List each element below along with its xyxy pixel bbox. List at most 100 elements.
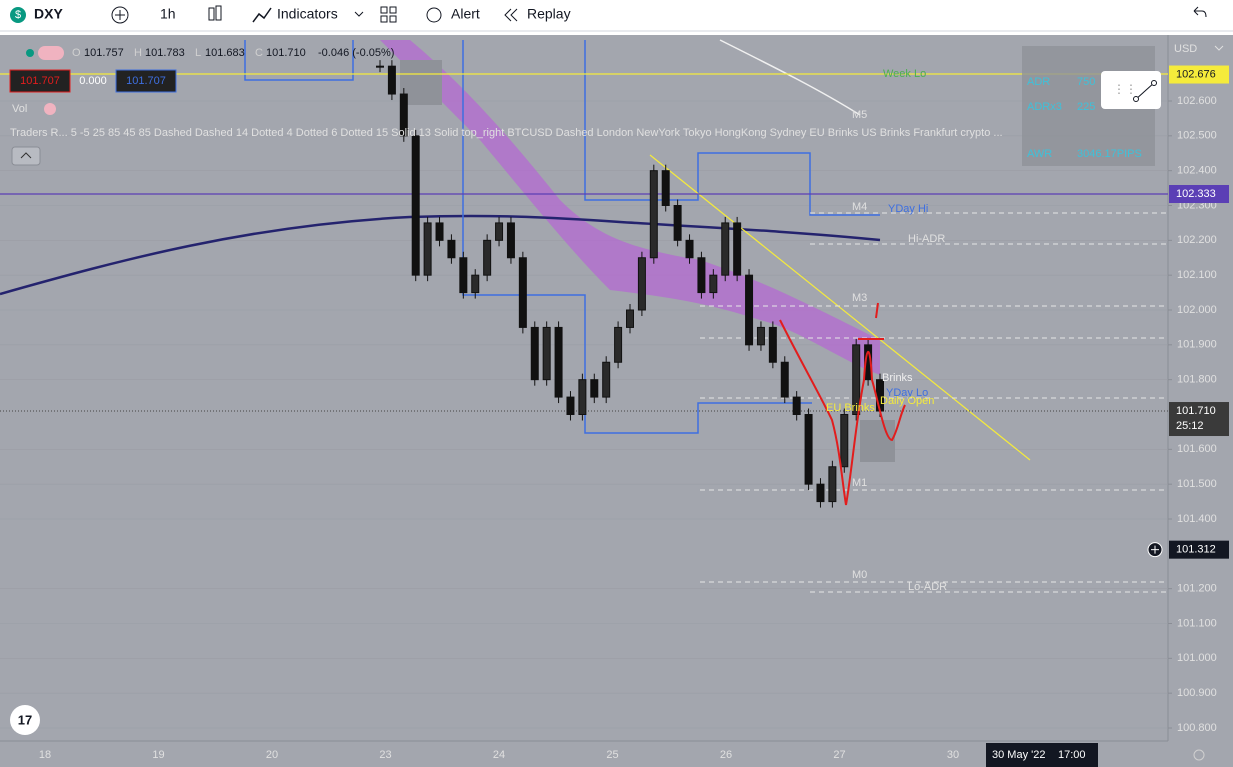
hand-drawing	[875, 302, 879, 319]
candle-body	[626, 309, 634, 328]
moving-average	[0, 214, 881, 296]
drag-handle[interactable]: ⋮⋮	[1113, 82, 1137, 96]
candles	[376, 60, 884, 508]
chart-type-button[interactable]	[208, 7, 215, 21]
legend-label: C	[255, 47, 263, 59]
layout-cell	[389, 6, 397, 14]
volume-label: Vol	[12, 103, 27, 115]
indicators-dropdown[interactable]	[354, 11, 364, 17]
level-label: Hi-ADR	[908, 233, 945, 245]
candle-body	[387, 65, 396, 95]
candle-body	[709, 274, 718, 294]
time-tick-label: 19	[152, 749, 164, 761]
level-label: M0	[852, 569, 867, 581]
candle-body	[756, 326, 765, 346]
candle-body	[602, 361, 611, 398]
chart-type-icon	[215, 5, 222, 21]
cursor-time: 17:00	[1058, 749, 1086, 761]
legend-value: 101.683	[205, 47, 245, 59]
undo-button[interactable]	[1193, 6, 1207, 18]
adr-cell: AWR	[1027, 148, 1052, 160]
ask: 101.707	[126, 75, 166, 87]
time-tick-label: 20	[266, 749, 278, 761]
layout-cell	[380, 15, 388, 23]
indicator-legend: Traders R... 5 -5 25 85 45 85 Dashed Das…	[10, 127, 1003, 139]
candle-body	[435, 222, 444, 241]
adr-cell: 3046.17PIPS	[1077, 148, 1142, 160]
indicators-button[interactable]: Indicators	[277, 6, 338, 22]
candle-body	[506, 222, 515, 259]
axis-labels: 102.600102.500102.400102.300102.200102.1…	[39, 65, 1229, 761]
indicators-icon	[252, 7, 272, 23]
tv-logo-text: 17	[18, 712, 32, 727]
adr-rows: ADR 750 ADRx3 225 AWR 3046.17PIPS	[1027, 76, 1142, 160]
price-badge	[1169, 65, 1229, 84]
symbol-icon-glyph: $	[15, 9, 21, 21]
candle-body	[399, 93, 408, 137]
level-label: Brinks	[882, 372, 913, 384]
candle-body	[792, 396, 801, 416]
volume-warning[interactable]	[44, 103, 56, 115]
compare-button[interactable]	[111, 6, 129, 24]
candle-body	[578, 379, 587, 415]
candle-body	[495, 222, 504, 241]
drawing-toolbar[interactable]	[1101, 71, 1161, 109]
price-tick-label: 102.100	[1177, 269, 1217, 281]
time-tick-label: 23	[379, 749, 391, 761]
layouts-button[interactable]	[380, 6, 397, 23]
cursor-date: 30 May '22	[992, 749, 1045, 761]
price-tick-label: 102.400	[1177, 165, 1217, 177]
candle-body	[768, 326, 777, 363]
tool-handle	[1151, 80, 1157, 86]
replay-icon	[504, 8, 512, 22]
collapse-icon	[20, 152, 32, 159]
candle-body	[554, 326, 563, 398]
interval[interactable]: 1h	[160, 6, 176, 22]
candle-body	[685, 239, 694, 259]
hand-drawing	[779, 319, 906, 506]
legend-value: 101.710	[266, 47, 306, 59]
trendline-tool[interactable]	[1134, 81, 1156, 101]
candle-body	[852, 344, 861, 416]
ask-box[interactable]	[115, 69, 177, 93]
candle-body	[840, 414, 849, 468]
legend-value: 101.783	[145, 47, 185, 59]
level-lines	[700, 212, 1168, 593]
price-tick-label: 101.800	[1177, 374, 1217, 386]
legend-label: O	[72, 47, 81, 59]
price-badge	[1169, 185, 1229, 204]
price-tick-label: 101.900	[1177, 339, 1217, 351]
spread: 0.000	[79, 75, 107, 87]
level-label: YDay Lo	[886, 387, 928, 399]
alert-button[interactable]: Alert	[451, 6, 480, 22]
price-badge-label: 102.676	[1176, 68, 1216, 80]
time-tick-label: 24	[493, 749, 505, 761]
price-tick-label: 100.800	[1177, 722, 1217, 734]
candle-body	[566, 396, 575, 416]
price-tick-label: 102.500	[1177, 130, 1217, 142]
price-badge	[1169, 540, 1229, 559]
replay-button[interactable]: Replay	[527, 6, 571, 22]
candle-body	[745, 274, 754, 346]
bid-box[interactable]	[9, 69, 71, 93]
tool-handle	[1133, 96, 1139, 102]
time-tick-label: 30	[947, 749, 959, 761]
symbol[interactable]: DXY	[34, 6, 63, 22]
level-label: M4	[852, 201, 867, 213]
legend-label: H	[134, 47, 142, 59]
symbol-icon[interactable]	[10, 7, 26, 23]
tv-logo[interactable]	[10, 705, 40, 735]
layout-cell	[380, 6, 388, 14]
candle-body	[411, 135, 420, 276]
price-tick-label: 101.000	[1177, 652, 1217, 664]
collapse-legend[interactable]	[11, 146, 41, 166]
currency-dropdown[interactable]	[1214, 45, 1224, 51]
level-label: M3	[852, 292, 867, 304]
candle-body	[816, 483, 825, 503]
settings-button[interactable]	[1193, 749, 1205, 761]
price-tick-label: 101.500	[1177, 478, 1217, 490]
replay-icon	[510, 8, 518, 22]
candle-body	[697, 257, 706, 294]
legend-toggle[interactable]	[38, 46, 64, 60]
